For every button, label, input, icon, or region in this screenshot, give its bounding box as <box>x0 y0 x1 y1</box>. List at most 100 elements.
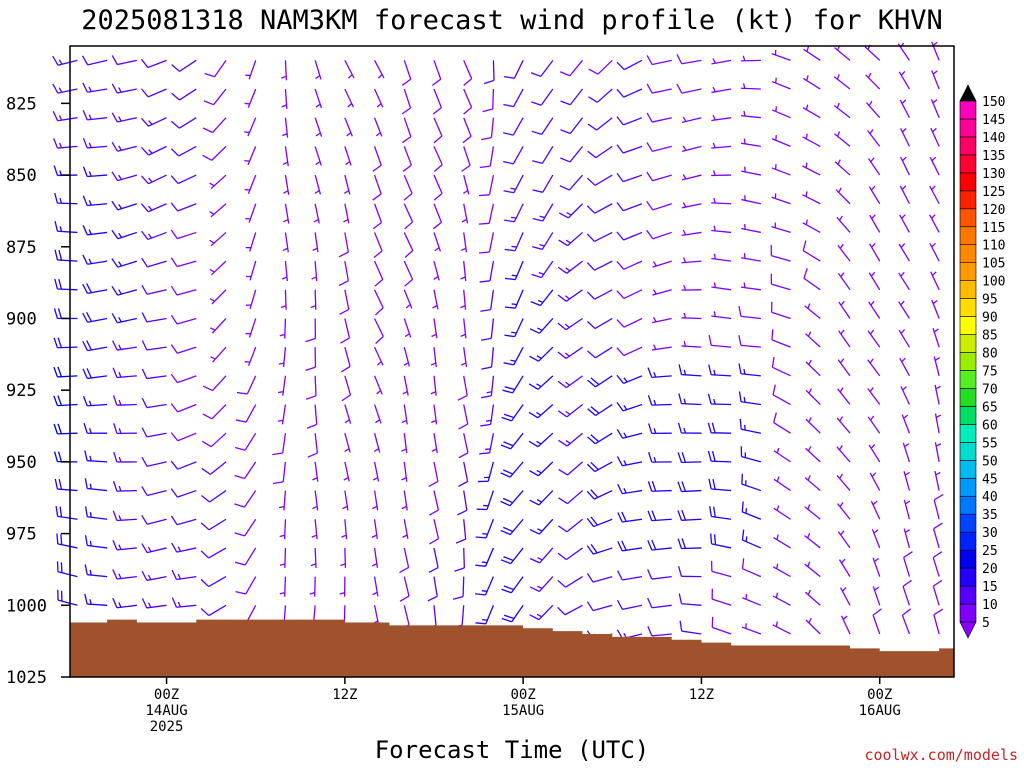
wind-barb <box>460 232 468 253</box>
wind-barb <box>802 133 821 147</box>
wind-barb-shaft <box>514 232 524 251</box>
wind-barb-shaft <box>344 261 349 281</box>
wind-barb-full <box>501 617 512 623</box>
wind-barb-shaft <box>463 117 472 137</box>
colorbar-tick-label: 95 <box>982 293 998 308</box>
colorbar-segment <box>959 424 977 443</box>
wind-barb-half <box>712 58 716 64</box>
wind-barb-half <box>841 558 846 564</box>
wind-barb-shaft <box>802 250 821 262</box>
wind-barb-half <box>89 455 92 462</box>
wind-barb-full <box>111 285 119 296</box>
colorbar-tick-label: 70 <box>982 382 998 397</box>
wind-barb-half <box>713 282 716 288</box>
wind-barb <box>867 415 881 434</box>
wind-barb <box>834 131 851 147</box>
wind-barb-half <box>88 200 92 206</box>
wind-barb-half <box>712 114 716 121</box>
wind-barb-shaft <box>623 317 643 328</box>
wind-barb-shaft <box>283 519 287 540</box>
wind-barb <box>558 518 583 533</box>
wind-barb-shaft <box>802 136 821 147</box>
wind-barb-shaft <box>933 499 940 520</box>
wind-barb-half <box>901 214 906 219</box>
wind-barb-full <box>481 395 492 399</box>
wind-barb-half <box>177 573 182 580</box>
wind-barb <box>344 117 353 137</box>
wind-barb-shaft <box>652 59 672 66</box>
wind-barb-half <box>118 316 122 323</box>
wind-barb-half <box>805 104 809 110</box>
wind-barb <box>529 604 554 621</box>
wind-barb-shaft <box>488 232 495 253</box>
y-tick-label: 1025 <box>6 668 47 688</box>
wind-barb-half <box>401 448 407 452</box>
wind-barb <box>532 203 554 222</box>
wind-barb-shaft <box>484 547 495 567</box>
wind-barb-shaft <box>148 145 167 156</box>
wind-barb-full <box>454 567 465 572</box>
wind-barb <box>838 329 851 348</box>
wind-barb-half <box>776 534 779 540</box>
wind-barb-full <box>529 528 540 535</box>
wind-barb <box>503 174 524 194</box>
wind-barb <box>83 423 108 434</box>
wind-barb <box>433 260 440 281</box>
wind-barb-full <box>557 579 567 588</box>
wind-barb <box>479 146 495 169</box>
wind-barb-full <box>458 423 469 430</box>
wind-barb <box>741 623 762 635</box>
wind-barb-full <box>500 559 512 565</box>
wind-barb <box>531 260 554 279</box>
wind-barb-shaft <box>403 576 410 597</box>
wind-barb-full <box>170 460 179 470</box>
wind-barb-shaft <box>771 225 791 234</box>
wind-barb <box>836 215 851 233</box>
wind-barb-half <box>836 74 840 80</box>
wind-barb-shaft <box>282 461 287 482</box>
wind-barb-shaft <box>176 289 197 296</box>
wind-barb <box>373 289 384 316</box>
wind-barb-shaft <box>711 286 732 291</box>
wind-barb <box>82 110 108 121</box>
wind-barb-shaft <box>245 404 257 423</box>
wind-barb-full <box>113 423 118 434</box>
wind-barb-shaft <box>463 547 465 568</box>
wind-barb <box>202 404 227 420</box>
wind-barb-full <box>616 429 624 439</box>
wind-barb-shaft <box>867 130 881 147</box>
wind-barb <box>528 432 554 448</box>
wind-barb-full <box>531 273 542 279</box>
wind-barb <box>204 59 227 78</box>
wind-barb-half <box>775 621 778 627</box>
wind-barb <box>53 395 78 407</box>
wind-barb-full <box>201 440 212 448</box>
wind-barb-shaft <box>742 568 762 578</box>
y-tick-label: 950 <box>6 453 37 473</box>
wind-barb <box>646 171 672 182</box>
wind-barb <box>617 570 643 581</box>
colorbar-tick-label: 40 <box>982 490 998 505</box>
wind-barb-full <box>141 284 148 295</box>
wind-barb-full <box>462 135 472 144</box>
wind-barb-shaft <box>594 432 613 445</box>
wind-barb-shaft <box>463 404 469 425</box>
wind-barb <box>475 576 495 596</box>
wind-barb-shaft <box>177 489 197 498</box>
wind-barb-full <box>616 319 625 328</box>
wind-barb <box>903 499 911 520</box>
wind-barb <box>462 117 472 144</box>
wind-barb <box>586 203 613 214</box>
wind-barb-shaft <box>284 576 287 597</box>
wind-barb <box>531 117 554 135</box>
wind-barb <box>200 604 227 617</box>
wind-barb-half <box>713 197 716 204</box>
wind-barb-full <box>590 516 598 526</box>
wind-barb-full <box>529 470 539 477</box>
wind-barb <box>82 137 108 149</box>
wind-barb-shaft <box>433 576 438 597</box>
wind-barb-full <box>617 483 623 494</box>
wind-barb-half <box>88 114 92 120</box>
wind-barb <box>272 433 287 456</box>
wind-barb-full <box>111 200 119 211</box>
